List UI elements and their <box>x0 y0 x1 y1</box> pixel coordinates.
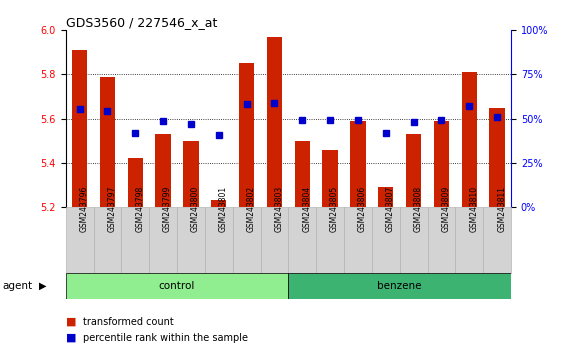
Text: GSM243804: GSM243804 <box>302 186 311 232</box>
Bar <box>149 207 177 273</box>
Text: ▶: ▶ <box>39 281 46 291</box>
Text: GSM243803: GSM243803 <box>275 186 283 232</box>
Bar <box>378 187 393 207</box>
Text: GSM243797: GSM243797 <box>107 186 116 232</box>
Bar <box>461 72 477 207</box>
Text: GSM243802: GSM243802 <box>247 186 256 232</box>
Bar <box>489 108 505 207</box>
Bar <box>295 141 310 207</box>
Bar <box>211 200 227 207</box>
Bar <box>406 134 421 207</box>
Text: percentile rank within the sample: percentile rank within the sample <box>83 333 248 343</box>
Bar <box>205 207 233 273</box>
Bar <box>344 207 372 273</box>
Bar <box>94 207 122 273</box>
Bar <box>183 141 199 207</box>
Text: benzene: benzene <box>377 281 422 291</box>
Bar <box>100 76 115 207</box>
Text: control: control <box>159 281 195 291</box>
Text: GSM243800: GSM243800 <box>191 186 200 232</box>
Bar <box>177 207 205 273</box>
Bar <box>239 63 254 207</box>
Bar <box>233 207 260 273</box>
Bar <box>456 207 483 273</box>
Text: ■: ■ <box>66 333 76 343</box>
Text: GSM243799: GSM243799 <box>163 186 172 232</box>
Bar <box>288 273 511 299</box>
Text: GSM243796: GSM243796 <box>79 186 89 232</box>
Bar <box>372 207 400 273</box>
Bar <box>323 150 338 207</box>
Text: ■: ■ <box>66 317 76 327</box>
Text: GSM243807: GSM243807 <box>386 186 395 232</box>
Bar <box>316 207 344 273</box>
Bar <box>434 121 449 207</box>
Bar <box>72 50 87 207</box>
Text: agent: agent <box>3 281 33 291</box>
Bar <box>267 37 282 207</box>
Text: GSM243808: GSM243808 <box>413 186 423 232</box>
Bar <box>483 207 511 273</box>
Bar <box>66 207 94 273</box>
Bar <box>155 134 171 207</box>
Bar <box>428 207 456 273</box>
Bar <box>127 159 143 207</box>
Text: GSM243801: GSM243801 <box>219 186 228 232</box>
Bar <box>288 207 316 273</box>
Text: GSM243798: GSM243798 <box>135 186 144 232</box>
Bar <box>122 207 149 273</box>
Bar <box>350 121 365 207</box>
Text: GSM243806: GSM243806 <box>358 186 367 232</box>
Text: GSM243809: GSM243809 <box>441 186 451 232</box>
Text: GSM243810: GSM243810 <box>469 186 478 232</box>
Bar <box>400 207 428 273</box>
Text: GSM243811: GSM243811 <box>497 186 506 232</box>
Bar <box>260 207 288 273</box>
Bar <box>66 273 288 299</box>
Text: GDS3560 / 227546_x_at: GDS3560 / 227546_x_at <box>66 16 217 29</box>
Text: transformed count: transformed count <box>83 317 174 327</box>
Text: GSM243805: GSM243805 <box>330 186 339 232</box>
